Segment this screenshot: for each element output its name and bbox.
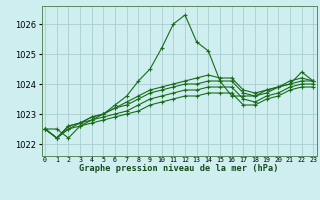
X-axis label: Graphe pression niveau de la mer (hPa): Graphe pression niveau de la mer (hPa) bbox=[79, 164, 279, 173]
